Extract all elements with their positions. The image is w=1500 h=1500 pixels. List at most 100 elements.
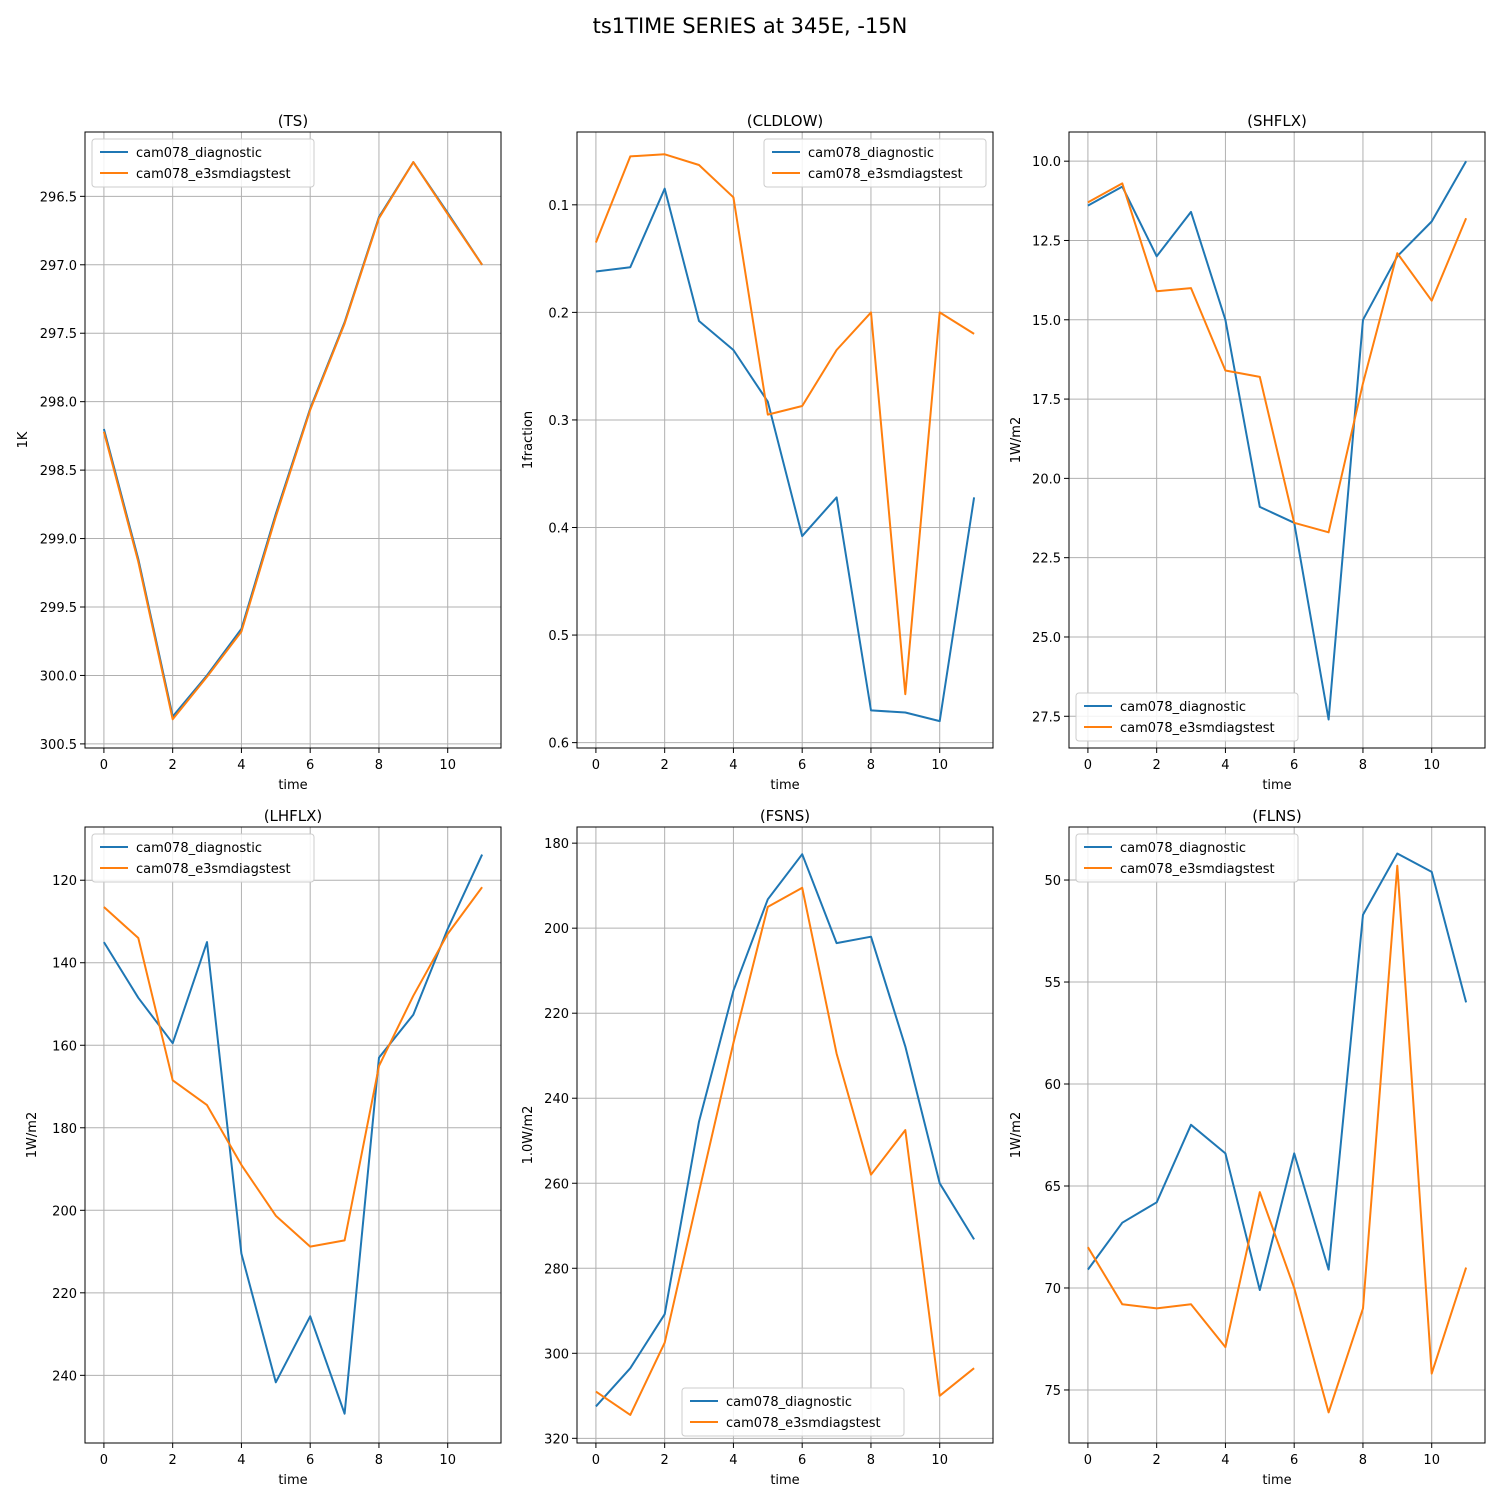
series-line-diagnostic <box>595 853 975 1408</box>
y-tick-label: 22.5 <box>1032 552 1061 567</box>
legend: cam078_diagnostic cam078_e3smdiagstest <box>681 1387 905 1437</box>
x-tick-label: 0 <box>1084 758 1092 773</box>
y-tick-label: 50 <box>1044 874 1061 889</box>
y-tick-label: 0.1 <box>548 199 569 214</box>
y-tick-label: 0.3 <box>548 414 569 429</box>
legend-label: cam078_e3smdiagstest <box>726 1416 881 1431</box>
x-tick-label: 4 <box>1221 758 1229 773</box>
x-tick-label: 8 <box>375 1453 383 1468</box>
y-tick-label: 299.5 <box>40 601 77 616</box>
x-tick-label: 4 <box>237 1453 245 1468</box>
x-tick-label: 8 <box>375 758 383 773</box>
y-tick-label: 12.5 <box>1032 234 1061 249</box>
x-tick-label: 6 <box>798 1453 806 1468</box>
y-tick-label: 296.5 <box>40 190 77 205</box>
series-line-diagnostic <box>1087 160 1467 721</box>
x-tick-label: 8 <box>1359 1453 1367 1468</box>
x-tick-label: 2 <box>1153 1453 1161 1468</box>
x-tick-label: 6 <box>798 758 806 773</box>
series-line-diagnostic <box>1087 852 1468 1291</box>
y-tick-label: 120 <box>52 874 77 889</box>
series-line-e3smdiagstest <box>1087 864 1468 1414</box>
x-tick-label: 2 <box>169 758 177 773</box>
y-tick-label: 297.5 <box>40 327 77 342</box>
y-tick-label: 0.6 <box>548 737 569 752</box>
y-tick-label: 180 <box>544 837 569 852</box>
legend-label: cam078_e3smdiagstest <box>808 167 963 182</box>
subplot-title: (LHFLX) <box>264 807 323 825</box>
x-tick-label: 4 <box>729 1453 737 1468</box>
y-tick-label: 0.2 <box>548 306 569 321</box>
y-tick-label: 280 <box>544 1262 569 1277</box>
x-tick-label: 10 <box>931 758 948 773</box>
legend-label: cam078_e3smdiagstest <box>1120 862 1275 877</box>
x-tick-label: 2 <box>661 758 669 773</box>
legend-box <box>91 138 315 188</box>
y-tick-label: 299.0 <box>40 533 77 548</box>
legend-box <box>681 1387 905 1437</box>
x-tick-label: 10 <box>931 1453 948 1468</box>
legend-box <box>763 138 987 188</box>
y-tick-label: 220 <box>52 1287 77 1302</box>
y-tick-label: 298.5 <box>40 464 77 479</box>
y-tick-label: 65 <box>1044 1180 1061 1195</box>
y-axis-label: 1fraction <box>521 411 536 469</box>
legend-label: cam078_diagnostic <box>808 146 934 161</box>
legend-label: cam078_e3smdiagstest <box>1120 721 1275 736</box>
y-tick-label: 70 <box>1044 1282 1061 1297</box>
x-tick-label: 0 <box>100 758 108 773</box>
x-tick-label: 2 <box>661 1453 669 1468</box>
subplot-title: (SHFLX) <box>1247 112 1307 130</box>
x-tick-label: 4 <box>729 758 737 773</box>
x-tick-label: 6 <box>1290 1453 1298 1468</box>
y-tick-label: 300 <box>544 1347 569 1362</box>
x-tick-label: 0 <box>592 1453 600 1468</box>
axes-frame <box>84 826 502 1444</box>
x-axis-label: time <box>1262 778 1291 793</box>
x-axis-label: time <box>278 778 307 793</box>
subplot-title: (FSNS) <box>760 807 810 825</box>
y-tick-label: 75 <box>1044 1384 1061 1399</box>
y-tick-label: 180 <box>52 1122 77 1137</box>
x-tick-label: 6 <box>306 758 314 773</box>
legend: cam078_diagnostic cam078_e3smdiagstest <box>91 833 315 883</box>
x-tick-label: 0 <box>1084 1453 1092 1468</box>
subplot-title: (TS) <box>278 112 308 130</box>
x-axis-label: time <box>770 778 799 793</box>
y-tick-label: 17.5 <box>1032 393 1061 408</box>
y-tick-label: 298.0 <box>40 396 77 411</box>
y-tick-label: 60 <box>1044 1078 1061 1093</box>
legend-box <box>91 833 315 883</box>
figure-title: ts1TIME SERIES at 345E, -15N <box>592 14 908 38</box>
y-tick-label: 200 <box>52 1204 77 1219</box>
series-line-e3smdiagstest <box>594 153 975 696</box>
subplot-title: (CLDLOW) <box>747 112 824 130</box>
y-tick-label: 297.0 <box>40 259 77 274</box>
y-tick-label: 55 <box>1044 976 1061 991</box>
series-line-e3smdiagstest <box>595 886 975 1416</box>
y-tick-label: 27.5 <box>1032 710 1061 725</box>
x-tick-label: 2 <box>169 1453 177 1468</box>
subplot-fsns: 0 2 4 6 8 10 180 200 220 240 260 280 300 320 (FSNS) tim… <box>521 807 994 1488</box>
y-tick-label: 240 <box>52 1369 77 1384</box>
y-tick-label: 320 <box>544 1432 569 1447</box>
y-tick-label: 15.0 <box>1032 314 1061 329</box>
legend-label: cam078_diagnostic <box>136 146 262 161</box>
y-axis-label: 1W/m2 <box>1009 1112 1024 1158</box>
y-axis-label: 1K <box>16 431 31 448</box>
y-tick-label: 300.0 <box>40 669 77 684</box>
y-axis-label: 1W/m2 <box>1009 417 1024 463</box>
subplot-shflx: 0 2 4 6 8 10 10.0 12.5 15.0 17.5 20.0 22.5 25.0 27.5 (… <box>1009 112 1486 793</box>
x-tick-label: 10 <box>1423 758 1440 773</box>
series-line-diagnostic <box>102 161 483 718</box>
series-line-e3smdiagstest <box>1087 182 1468 534</box>
y-tick-label: 240 <box>544 1092 569 1107</box>
legend-label: cam078_e3smdiagstest <box>136 167 291 182</box>
axes-frame <box>576 131 994 749</box>
legend: cam078_diagnostic cam078_e3smdiagstest <box>763 138 987 188</box>
x-axis-label: time <box>770 1473 799 1488</box>
y-axis-label: 1.0W/m2 <box>521 1106 536 1165</box>
y-tick-label: 260 <box>544 1177 569 1192</box>
series-line-e3smdiagstest <box>102 161 483 721</box>
